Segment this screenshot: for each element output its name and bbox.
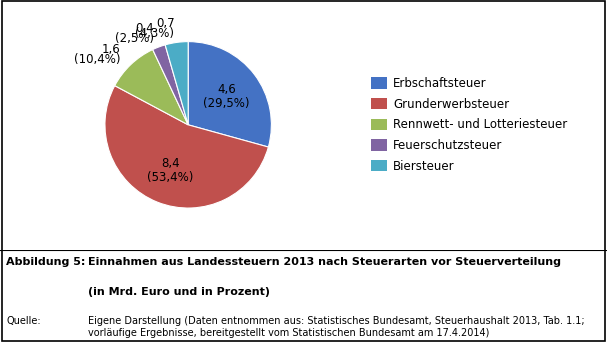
Wedge shape [165,42,188,125]
Text: (in Mrd. Euro und in Prozent): (in Mrd. Euro und in Prozent) [88,287,270,297]
Text: 4,6: 4,6 [217,83,236,96]
Wedge shape [188,42,271,147]
Text: (10,4%): (10,4%) [74,53,121,66]
Wedge shape [105,86,268,208]
Text: 8,4: 8,4 [161,157,180,170]
Text: Abbildung 5:: Abbildung 5: [6,257,86,267]
Text: (2,5%): (2,5%) [115,32,154,45]
Text: 1,6: 1,6 [102,43,121,56]
Text: Eigene Darstellung (Daten entnommen aus: Statistisches Bundesamt, Steuerhaushalt: Eigene Darstellung (Daten entnommen aus:… [88,316,585,338]
Text: (29,5%): (29,5%) [203,97,250,110]
Wedge shape [153,45,188,125]
Text: Einnahmen aus Landessteuern 2013 nach Steuerarten vor Steuerverteilung: Einnahmen aus Landessteuern 2013 nach St… [88,257,561,267]
Text: 0,7: 0,7 [156,16,174,29]
Text: (4,3%): (4,3%) [135,26,174,40]
Wedge shape [115,50,188,125]
Text: Quelle:: Quelle: [6,316,41,326]
Legend: Erbschaftsteuer, Grunderwerbsteuer, Rennwett- und Lotteriesteuer, Feuerschutzste: Erbschaftsteuer, Grunderwerbsteuer, Renn… [371,77,568,173]
Text: 0,4: 0,4 [135,22,154,35]
Text: (53,4%): (53,4%) [147,171,194,184]
